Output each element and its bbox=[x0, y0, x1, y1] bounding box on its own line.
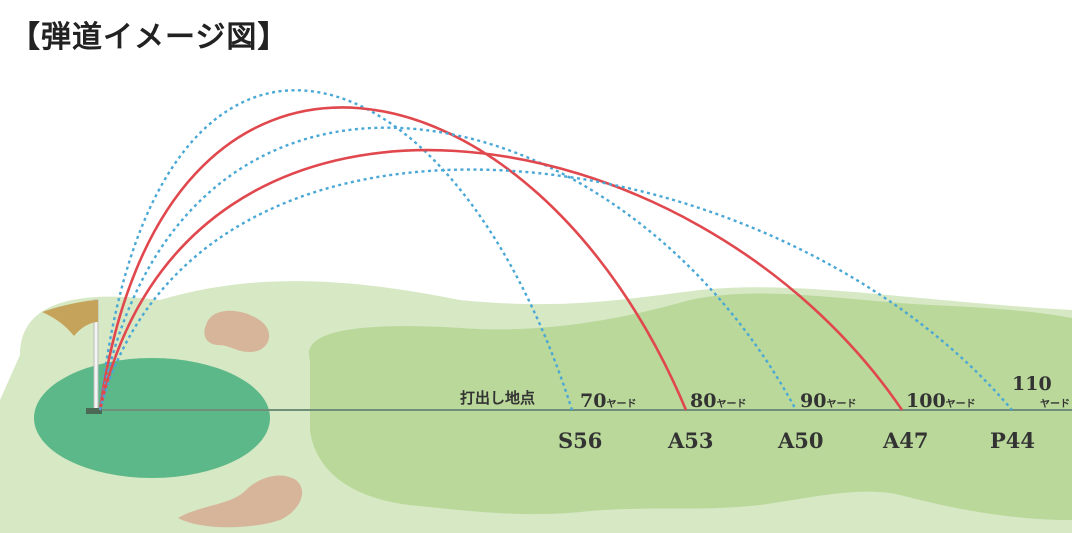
distance-label: 80ヤード bbox=[690, 390, 746, 412]
bunker bbox=[204, 310, 270, 352]
flag bbox=[42, 299, 102, 414]
trajectory-a50 bbox=[98, 126, 798, 411]
green bbox=[34, 358, 270, 478]
course bbox=[0, 281, 1072, 533]
cup bbox=[86, 408, 102, 414]
club-label: A47 bbox=[882, 428, 929, 453]
club-label: A50 bbox=[777, 428, 824, 453]
trajectories bbox=[98, 89, 1013, 411]
distance-label: 100ヤード bbox=[906, 390, 976, 412]
club-label: S56 bbox=[558, 428, 602, 453]
bunker bbox=[178, 475, 303, 528]
club-labels: S56 A53 A50 A47 P44 bbox=[558, 428, 1035, 453]
flag-cloth bbox=[42, 300, 98, 336]
trajectory-p44 bbox=[98, 168, 1013, 411]
distance-labels: 70ヤード 80ヤード 90ヤード 100ヤード 110 ヤード bbox=[580, 373, 1070, 412]
trajectory-a47 bbox=[98, 148, 904, 411]
distance-unit: ヤード bbox=[1040, 398, 1070, 410]
distance-label: 110 bbox=[1012, 373, 1052, 395]
distance-label: 70ヤード bbox=[580, 390, 636, 412]
fairway-inner bbox=[520, 431, 1072, 487]
trajectory-a53 bbox=[98, 106, 688, 411]
trajectory-s56 bbox=[98, 89, 574, 411]
launch-label: 打出し地点 bbox=[460, 389, 535, 407]
club-label: P44 bbox=[990, 428, 1035, 453]
diagram-title: 【弾道イメージ図】 bbox=[10, 20, 289, 55]
distance-label: 90ヤード bbox=[800, 390, 856, 412]
club-label: A53 bbox=[667, 428, 714, 453]
